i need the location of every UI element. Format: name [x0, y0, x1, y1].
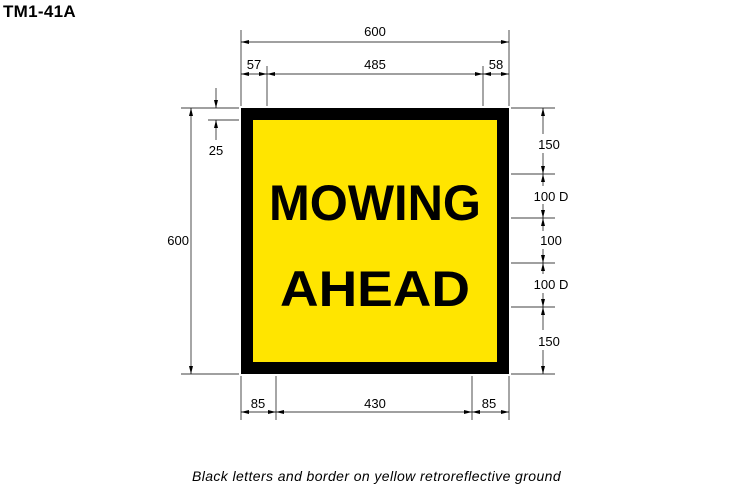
sign-code-title: TM1-41A	[3, 2, 76, 21]
dim-top-middle: 485	[364, 57, 386, 72]
sign-line-1: MOWING	[269, 175, 481, 231]
left-dimensions: 600 25	[167, 88, 239, 375]
dim-bottom-left: 85	[251, 396, 265, 411]
dim-top-left: 57	[247, 57, 261, 72]
dim-top-right: 58	[489, 57, 503, 72]
dim-right-3: 100	[540, 233, 562, 248]
bottom-dimensions: 85 430 85	[240, 376, 510, 420]
dim-bottom-middle: 430	[364, 396, 386, 411]
right-dimensions: 150 100 D 100 100 D 150	[511, 107, 569, 375]
dim-top-total: 600	[364, 24, 386, 39]
dim-right-4: 100 D	[534, 277, 569, 292]
caption: Black letters and border on yellow retro…	[191, 468, 562, 484]
dim-right-5: 150	[538, 334, 560, 349]
top-dimensions: 600 57 485 58	[240, 24, 510, 106]
dim-right-1: 150	[538, 137, 560, 152]
sign-line-2: AHEAD	[280, 261, 470, 317]
dim-bottom-right: 85	[482, 396, 496, 411]
sign-background	[253, 120, 497, 362]
sign: MOWING AHEAD	[241, 108, 509, 374]
dim-left-total: 600	[167, 233, 189, 248]
dim-right-2: 100 D	[534, 189, 569, 204]
dim-left-border: 25	[209, 143, 223, 158]
